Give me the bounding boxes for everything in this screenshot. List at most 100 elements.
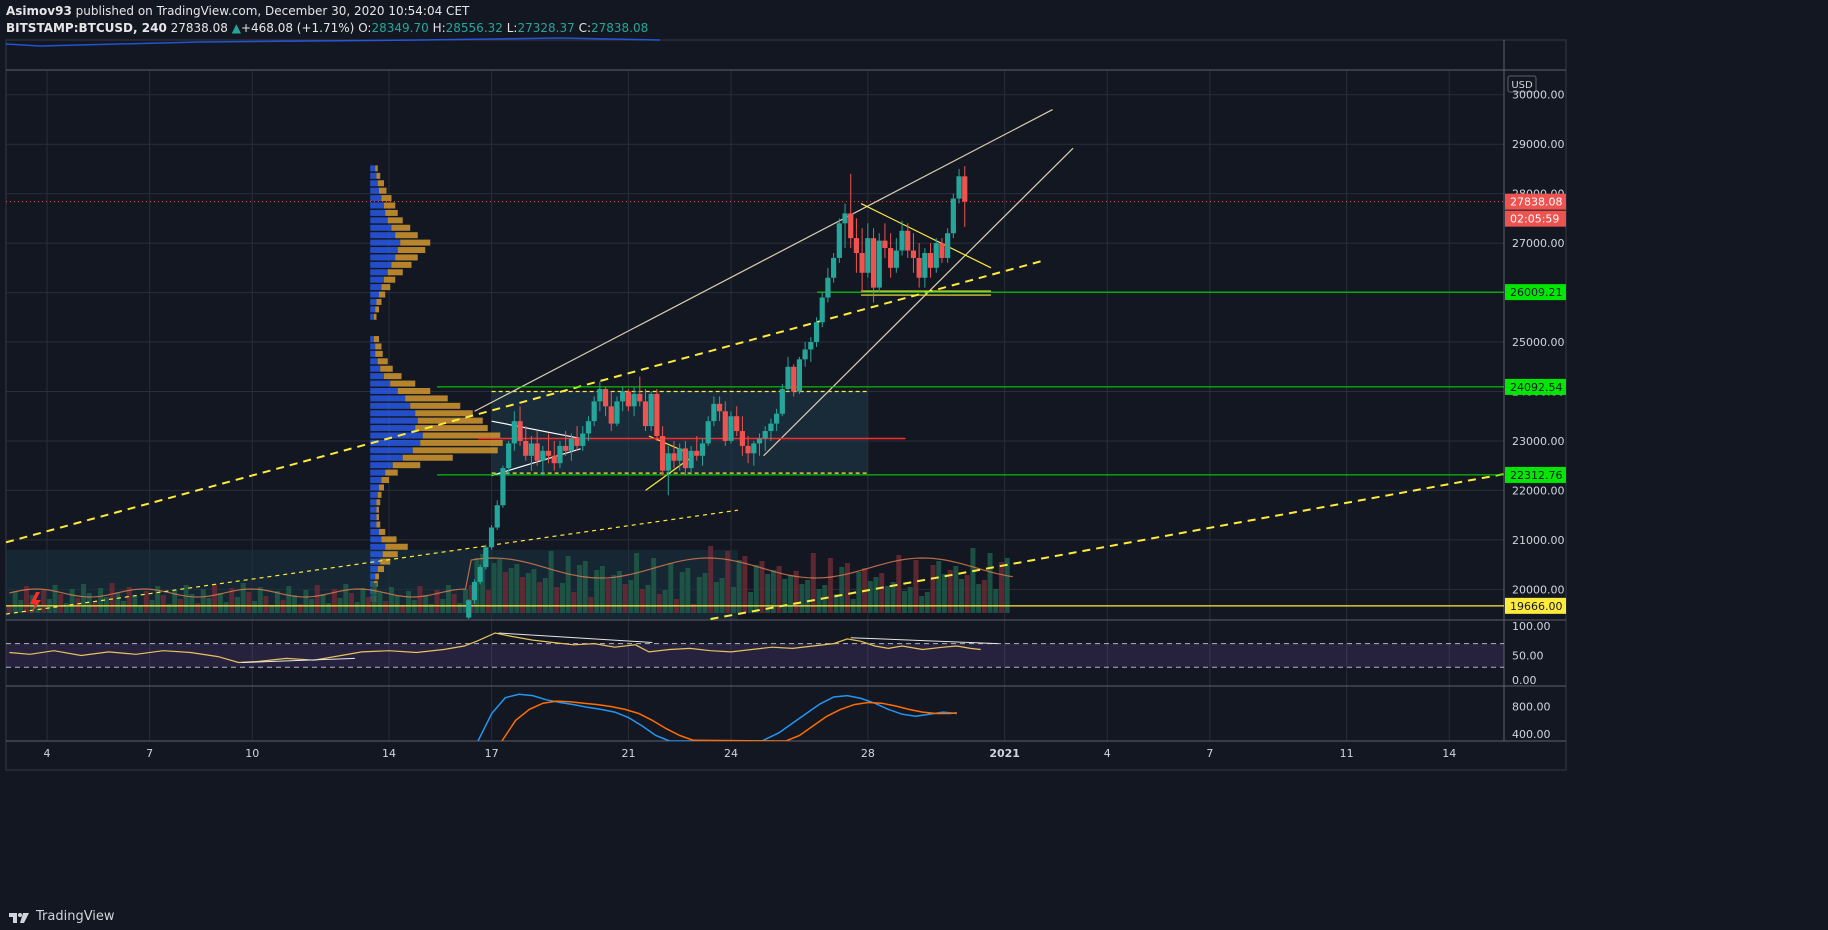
vp-row-sell bbox=[378, 484, 384, 491]
volume-bar bbox=[953, 566, 959, 613]
vp-row-buy bbox=[370, 313, 374, 320]
vp-row-sell bbox=[380, 365, 393, 372]
rsi-trend-line bbox=[850, 637, 998, 645]
high-value: 28556.32 bbox=[445, 21, 503, 35]
volume-bar bbox=[548, 551, 554, 613]
vp-row-buy bbox=[370, 558, 381, 565]
candle-body bbox=[608, 406, 614, 424]
vp-row-buy bbox=[370, 425, 416, 432]
vp-row-sell bbox=[375, 343, 382, 350]
volume-bar bbox=[189, 594, 195, 613]
volume-bar bbox=[571, 592, 577, 613]
volume-bar bbox=[919, 596, 925, 613]
candle-body bbox=[637, 393, 643, 402]
volume-bar bbox=[183, 585, 189, 613]
candle-body bbox=[585, 421, 592, 434]
volume-bar bbox=[856, 572, 862, 613]
volume-bar bbox=[594, 570, 600, 613]
brand-name: TradingView bbox=[36, 909, 115, 924]
volume-bar bbox=[252, 601, 258, 613]
close-label: C: bbox=[578, 21, 591, 35]
volume-bar bbox=[554, 587, 560, 613]
open-label: O: bbox=[358, 21, 372, 35]
candle-body bbox=[842, 213, 848, 224]
vp-row-buy bbox=[370, 484, 379, 491]
volume-bar bbox=[246, 592, 252, 613]
candle-body bbox=[523, 440, 529, 456]
vp-row-buy bbox=[370, 432, 423, 439]
volume-bar bbox=[115, 592, 121, 613]
vp-row-buy bbox=[370, 180, 378, 187]
volume-bar bbox=[702, 573, 708, 613]
vp-row-buy bbox=[370, 551, 383, 558]
price-label-box bbox=[1505, 597, 1566, 614]
candle-body bbox=[808, 342, 814, 350]
volume-bar bbox=[234, 597, 240, 613]
volume-bar bbox=[622, 584, 628, 613]
candle-body bbox=[471, 581, 478, 601]
volume-bar bbox=[166, 604, 172, 613]
candle-body bbox=[927, 253, 934, 268]
volume-bar bbox=[92, 602, 98, 613]
vp-row-buy bbox=[370, 239, 401, 246]
volume-ma-line bbox=[9, 557, 1013, 598]
rsi-pane bbox=[6, 632, 1504, 668]
candle-body bbox=[922, 253, 928, 278]
volume-bar bbox=[217, 593, 223, 613]
high-label: H: bbox=[432, 21, 446, 35]
vp-row-buy bbox=[370, 536, 382, 543]
volume-bar bbox=[457, 603, 463, 613]
candle-body bbox=[557, 445, 563, 464]
volume-bar bbox=[890, 582, 896, 613]
vp-row-buy bbox=[370, 469, 386, 476]
author-name[interactable]: Asimov93 bbox=[6, 4, 72, 18]
volume-bar bbox=[713, 582, 719, 613]
volume-bar bbox=[577, 565, 583, 613]
volume-bar bbox=[480, 554, 486, 613]
footer-brand[interactable]: TradingView bbox=[8, 909, 115, 924]
chart-frame bbox=[5, 39, 1567, 771]
volume-bar bbox=[497, 559, 503, 613]
candle-body bbox=[791, 366, 797, 392]
symbol-name[interactable]: BITSTAMP:BTCUSD, 240 bbox=[6, 21, 167, 35]
candle-body bbox=[500, 468, 506, 506]
candle-body bbox=[859, 253, 865, 273]
vp-row-sell bbox=[373, 313, 377, 320]
vp-row-sell bbox=[387, 269, 403, 276]
candle-body bbox=[711, 403, 717, 422]
candle-body bbox=[876, 240, 882, 288]
lightning-icon bbox=[30, 592, 41, 614]
macd-tick-label: 800.00 bbox=[1512, 701, 1551, 714]
volume-bar bbox=[468, 585, 474, 613]
volume-bar bbox=[628, 580, 634, 613]
price-label-box bbox=[1505, 193, 1566, 210]
time-tick-label: 28 bbox=[861, 747, 875, 760]
volume-bar bbox=[58, 594, 64, 613]
volume-bar bbox=[725, 551, 731, 613]
volume-bar bbox=[605, 579, 611, 613]
candle-body bbox=[910, 250, 917, 258]
candle-body bbox=[825, 277, 831, 298]
candle-body bbox=[528, 443, 535, 456]
volume-bar bbox=[411, 600, 417, 613]
volume-bar bbox=[531, 569, 537, 613]
vp-row-sell bbox=[417, 417, 483, 424]
volume-bar bbox=[132, 596, 138, 613]
volume-bar bbox=[902, 591, 908, 613]
candle-body bbox=[466, 600, 472, 618]
volume-bar bbox=[502, 572, 508, 613]
vp-row-buy bbox=[370, 543, 386, 550]
volume-bar bbox=[827, 558, 833, 613]
vp-row-buy bbox=[370, 365, 381, 372]
vp-row-buy bbox=[370, 217, 388, 224]
candle-body bbox=[779, 389, 785, 414]
volume-bar bbox=[172, 590, 178, 613]
candle-body bbox=[865, 238, 871, 273]
candle-body bbox=[631, 393, 637, 407]
volume-bar bbox=[645, 585, 651, 613]
volume-bar bbox=[782, 579, 788, 613]
volume-bar bbox=[149, 600, 155, 613]
price-label-text: 26009.21 bbox=[1510, 286, 1563, 299]
price-tick-label: 27000.00 bbox=[1512, 237, 1565, 250]
